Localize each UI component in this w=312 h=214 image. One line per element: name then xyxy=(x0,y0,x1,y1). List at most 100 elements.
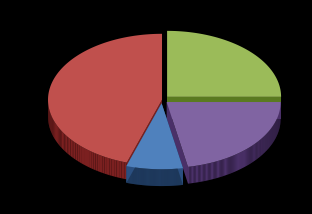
Polygon shape xyxy=(102,156,105,174)
Polygon shape xyxy=(249,147,250,165)
Polygon shape xyxy=(50,112,51,131)
Polygon shape xyxy=(207,163,208,181)
Polygon shape xyxy=(255,143,256,160)
Polygon shape xyxy=(109,158,112,176)
Polygon shape xyxy=(98,154,100,172)
Polygon shape xyxy=(180,168,181,185)
Polygon shape xyxy=(235,155,236,172)
Polygon shape xyxy=(87,150,89,167)
Polygon shape xyxy=(105,157,107,174)
Polygon shape xyxy=(165,169,166,186)
Polygon shape xyxy=(167,102,280,167)
Polygon shape xyxy=(169,169,170,186)
Polygon shape xyxy=(114,160,117,177)
Polygon shape xyxy=(260,140,261,157)
Polygon shape xyxy=(208,163,210,180)
Polygon shape xyxy=(163,169,164,186)
Polygon shape xyxy=(263,136,264,154)
Polygon shape xyxy=(126,103,162,183)
Polygon shape xyxy=(210,163,211,180)
Polygon shape xyxy=(49,109,50,127)
Polygon shape xyxy=(266,134,267,151)
Polygon shape xyxy=(273,125,274,142)
Polygon shape xyxy=(205,164,206,181)
Polygon shape xyxy=(223,159,224,176)
Polygon shape xyxy=(58,127,59,145)
Polygon shape xyxy=(231,156,232,174)
Polygon shape xyxy=(145,169,146,185)
Polygon shape xyxy=(79,145,81,163)
Polygon shape xyxy=(162,103,183,185)
Polygon shape xyxy=(158,169,159,186)
Polygon shape xyxy=(160,169,161,186)
Polygon shape xyxy=(91,152,93,169)
Polygon shape xyxy=(225,158,226,175)
Polygon shape xyxy=(150,169,151,186)
Polygon shape xyxy=(100,155,102,173)
Polygon shape xyxy=(202,165,203,181)
Polygon shape xyxy=(182,168,183,185)
Polygon shape xyxy=(227,158,228,175)
Polygon shape xyxy=(271,127,272,145)
Polygon shape xyxy=(153,169,154,186)
Polygon shape xyxy=(155,169,156,186)
Polygon shape xyxy=(233,155,234,173)
Polygon shape xyxy=(66,135,67,153)
Polygon shape xyxy=(168,169,169,186)
Polygon shape xyxy=(124,162,127,179)
Polygon shape xyxy=(201,165,202,182)
Polygon shape xyxy=(259,140,260,158)
Polygon shape xyxy=(81,146,83,164)
Polygon shape xyxy=(77,144,79,162)
Polygon shape xyxy=(159,169,160,186)
Polygon shape xyxy=(127,166,128,183)
Polygon shape xyxy=(226,158,227,175)
Polygon shape xyxy=(48,34,162,163)
Polygon shape xyxy=(194,166,196,183)
Polygon shape xyxy=(162,169,163,186)
Polygon shape xyxy=(52,118,53,137)
Polygon shape xyxy=(222,159,223,177)
Polygon shape xyxy=(139,168,140,185)
Polygon shape xyxy=(133,167,134,184)
Polygon shape xyxy=(247,148,248,166)
Polygon shape xyxy=(54,121,55,140)
Polygon shape xyxy=(142,168,143,185)
Polygon shape xyxy=(152,169,153,186)
Polygon shape xyxy=(131,167,132,184)
Polygon shape xyxy=(83,147,85,165)
Polygon shape xyxy=(262,138,263,155)
Polygon shape xyxy=(167,102,280,119)
Polygon shape xyxy=(135,168,136,184)
Polygon shape xyxy=(122,162,124,179)
Polygon shape xyxy=(132,167,133,184)
Polygon shape xyxy=(198,165,200,182)
Polygon shape xyxy=(188,167,189,184)
Polygon shape xyxy=(174,169,175,186)
Polygon shape xyxy=(220,160,222,177)
Polygon shape xyxy=(59,128,61,147)
Polygon shape xyxy=(224,159,225,176)
Polygon shape xyxy=(238,153,239,170)
Polygon shape xyxy=(57,126,58,144)
Polygon shape xyxy=(172,169,173,186)
Polygon shape xyxy=(170,169,171,186)
Polygon shape xyxy=(267,132,268,150)
Polygon shape xyxy=(248,148,249,165)
Polygon shape xyxy=(117,160,119,178)
Polygon shape xyxy=(167,31,281,97)
Polygon shape xyxy=(206,164,207,181)
Polygon shape xyxy=(146,169,147,186)
Polygon shape xyxy=(219,160,220,177)
Polygon shape xyxy=(67,137,69,155)
Polygon shape xyxy=(154,169,155,186)
Polygon shape xyxy=(257,141,258,159)
Polygon shape xyxy=(236,154,237,171)
Polygon shape xyxy=(74,142,76,160)
Polygon shape xyxy=(234,155,235,172)
Polygon shape xyxy=(213,162,214,179)
Polygon shape xyxy=(161,169,162,186)
Polygon shape xyxy=(196,166,197,183)
Polygon shape xyxy=(72,140,74,158)
Polygon shape xyxy=(228,157,229,174)
